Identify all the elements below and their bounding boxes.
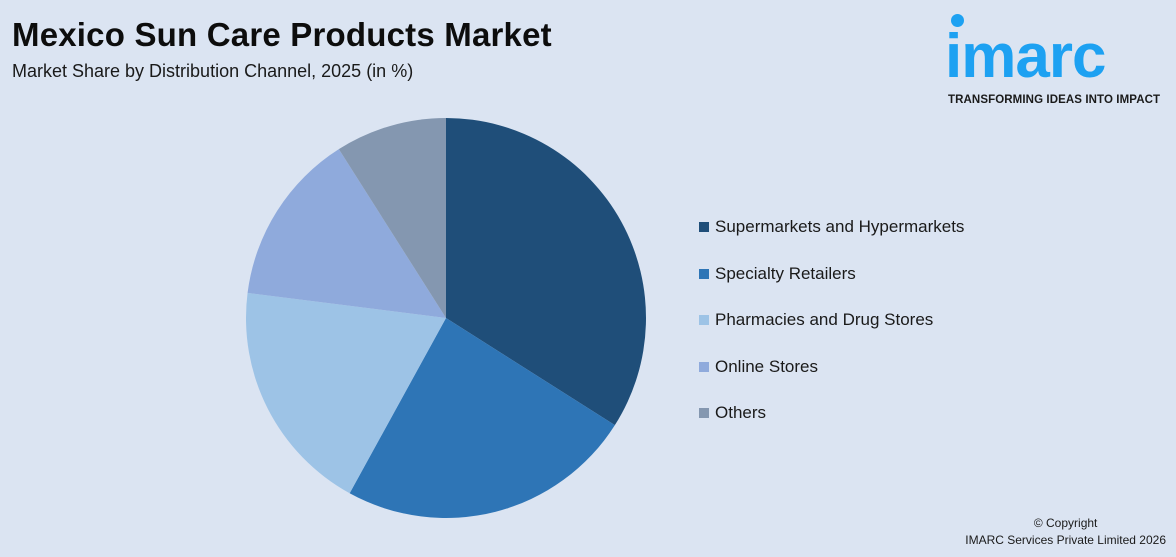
legend-swatch-icon	[699, 408, 709, 418]
legend-label: Specialty Retailers	[715, 263, 856, 283]
chart-subtitle: Market Share by Distribution Channel, 20…	[12, 61, 414, 81]
legend-label: Online Stores	[715, 356, 818, 376]
legend-label: Supermarkets and Hypermarkets	[715, 217, 965, 236]
legend-item-supermarkets: Supermarkets and Hypermarkets	[699, 217, 964, 237]
pie-slice-specialty-retailers	[349, 318, 615, 518]
legend-swatch-icon	[699, 361, 709, 372]
chart-legend: Supermarkets and Hypermarkets Specialty …	[699, 217, 964, 450]
pie-slice-supermarkets-and-hypermarkets	[446, 118, 646, 426]
legend-item-pharmacies: Pharmacies and Drug Stores	[699, 310, 964, 330]
legend-swatch-icon	[699, 315, 709, 325]
legend-label: Pharmacies and Drug Stores	[715, 310, 934, 329]
imarc-logo: imarc TRANSFORMING IDEAS INTO IMPACT	[945, 12, 1171, 108]
copyright-notice: © Copyright IMARC Services Private Limit…	[965, 515, 1166, 549]
logo-wordmark: imarc	[945, 22, 1106, 91]
legend-swatch-icon	[699, 268, 709, 279]
copyright-line-2: IMARC Services Private Limited 2026	[965, 533, 1166, 547]
logo-tagline: TRANSFORMING IDEAS INTO IMPACT	[948, 94, 1161, 106]
pie-slice-pharmacies-and-drug-stores	[246, 292, 446, 494]
legend-label: Others	[715, 403, 767, 422]
chart-title: Mexico Sun Care Products Market	[12, 16, 552, 53]
pie-slice-others	[338, 118, 446, 318]
logo-dot-icon	[951, 14, 964, 27]
copyright-line-1: © Copyright	[1033, 516, 1098, 530]
legend-item-specialty-retailers: Specialty Retailers	[699, 264, 964, 284]
legend-swatch-icon	[699, 222, 709, 232]
legend-item-online-stores: Online Stores	[699, 357, 964, 377]
pie-slice-online-stores	[247, 149, 446, 318]
pie-chart	[246, 118, 646, 518]
legend-item-others: Others	[699, 403, 964, 423]
